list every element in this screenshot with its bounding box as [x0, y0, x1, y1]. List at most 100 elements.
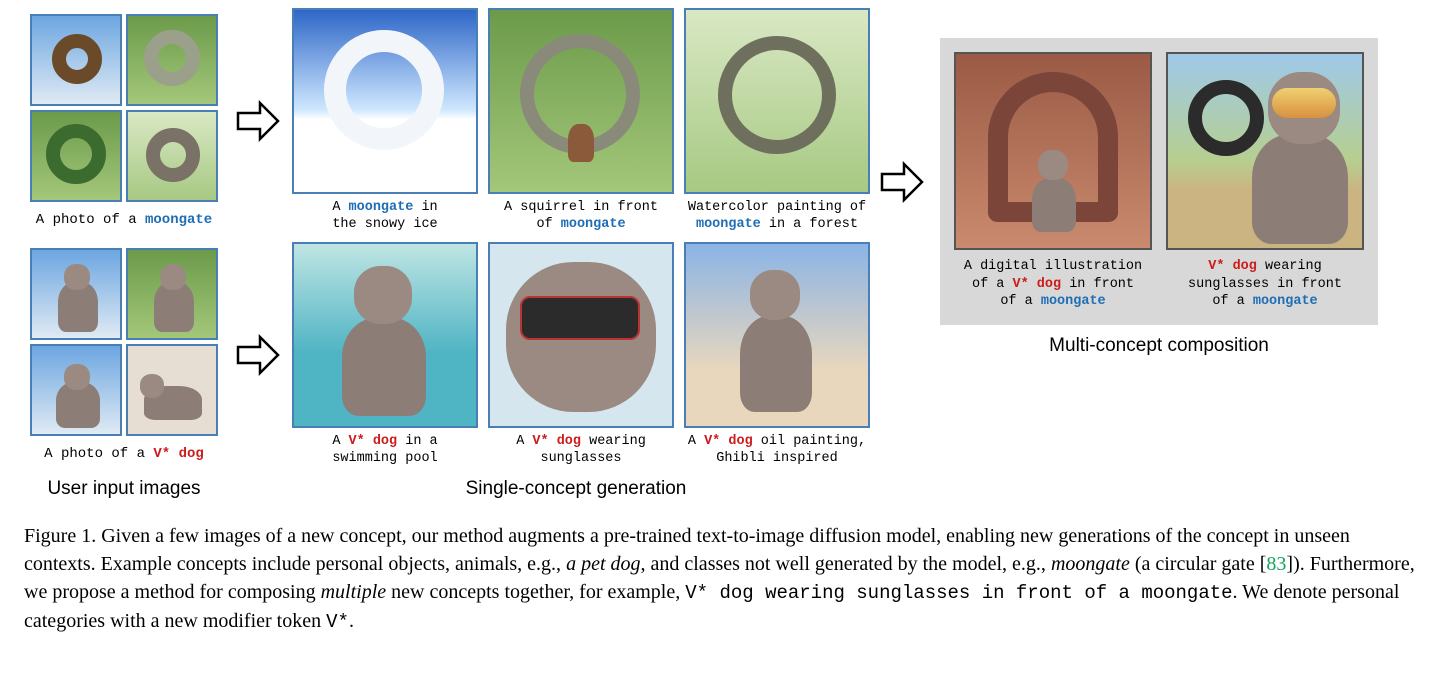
label-single: Single-concept generation	[282, 478, 870, 500]
label-multi: Multi-concept composition	[1049, 335, 1269, 357]
thumb	[30, 110, 122, 202]
multi-image	[954, 52, 1152, 250]
token: V* dog	[704, 434, 753, 449]
caption-mono: V* dog wearing sunglasses in front of a …	[685, 582, 1232, 604]
caption-text: , and classes not well generated by the …	[641, 553, 1051, 575]
gen-image	[684, 242, 870, 428]
gen-item: A V* dog wearing sunglasses	[488, 242, 674, 468]
citation-link[interactable]: 83	[1266, 553, 1286, 575]
gen-item: A V* dog oil painting, Ghibli inspired	[684, 242, 870, 468]
gen-caption: A V* dog oil painting, Ghibli inspired	[688, 434, 866, 468]
gen-caption: A V* dog wearing sunglasses	[516, 434, 646, 468]
token: moongate	[1041, 294, 1106, 309]
input-grid-moongate	[30, 14, 218, 202]
text: swimming pool	[332, 451, 437, 466]
text: A	[332, 200, 348, 215]
figure-body: A photo of a moongate A moongate in the …	[24, 8, 1422, 500]
text: wearing	[1257, 259, 1322, 274]
row-moongate: A photo of a moongate A moongate in the …	[24, 8, 870, 234]
gen-row-moongate: A moongate in the snowy ice A squirrel i…	[292, 8, 870, 234]
gen-item: A V* dog in a swimming pool	[292, 242, 478, 468]
gen-item: A moongate in the snowy ice	[292, 8, 478, 234]
multi-image	[1166, 52, 1364, 250]
label-input: User input images	[24, 478, 224, 500]
arrow-icon	[234, 97, 282, 145]
gen-caption: A squirrel in front of moongate	[504, 200, 658, 234]
text: A photo of a	[44, 446, 153, 462]
gen-image	[488, 8, 674, 194]
multi-caption: V* dog wearing sunglasses in front of a …	[1188, 258, 1342, 311]
multi-item: V* dog wearing sunglasses in front of a …	[1166, 52, 1364, 311]
text: sunglasses	[540, 451, 621, 466]
token: moongate	[561, 217, 626, 232]
multi-box: A digital illustration of a V* dog in fr…	[940, 38, 1378, 325]
thumb	[126, 248, 218, 340]
text: Watercolor painting of	[688, 200, 866, 215]
gen-image	[684, 8, 870, 194]
token: V* dog	[349, 434, 398, 449]
token: moongate	[1253, 294, 1318, 309]
arrow-icon	[878, 158, 926, 206]
caption-italic: a pet dog	[566, 553, 640, 575]
arrow-icon	[234, 331, 282, 379]
multi-item: A digital illustration of a V* dog in fr…	[954, 52, 1152, 311]
text: of a	[972, 277, 1013, 292]
caption-italic: moongate	[1051, 553, 1130, 575]
gen-caption: A V* dog in a swimming pool	[332, 434, 437, 468]
text: in front	[1061, 277, 1134, 292]
token: moongate	[696, 217, 761, 232]
gen-caption: Watercolor painting of moongate in a for…	[688, 200, 866, 234]
thumb	[30, 248, 122, 340]
token: V* dog	[532, 434, 581, 449]
text: oil painting,	[753, 434, 866, 449]
gen-item: Watercolor painting of moongate in a for…	[684, 8, 870, 234]
gen-caption: A moongate in the snowy ice	[332, 200, 437, 234]
text: A	[332, 434, 348, 449]
text: of a	[1000, 294, 1041, 309]
input-moongate: A photo of a moongate	[24, 14, 224, 228]
text: A squirrel in front	[504, 200, 658, 215]
input-caption-moongate: A photo of a moongate	[36, 212, 212, 228]
token: V* dog	[1208, 259, 1257, 274]
gen-image	[292, 8, 478, 194]
text: in	[413, 200, 437, 215]
section-labels-left: User input images Single-concept generat…	[24, 478, 870, 500]
input-caption-dog: A photo of a V* dog	[44, 446, 204, 462]
caption-italic: multiple	[321, 581, 387, 603]
thumb	[126, 110, 218, 202]
caption-text: .	[349, 610, 354, 632]
gen-row-dog: A V* dog in a swimming pool A V* dog wea…	[292, 242, 870, 468]
token-dog: V* dog	[153, 446, 203, 462]
figure-caption: Figure 1. Given a few images of a new co…	[24, 522, 1422, 637]
caption-text: new concepts together, for example,	[386, 581, 685, 603]
text: wearing	[581, 434, 646, 449]
gen-image	[292, 242, 478, 428]
text: A	[688, 434, 704, 449]
left-columns: A photo of a moongate A moongate in the …	[24, 8, 870, 500]
gen-item: A squirrel in front of moongate	[488, 8, 674, 234]
thumb	[126, 14, 218, 106]
caption-text: (a circular gate [	[1130, 553, 1267, 575]
token: V* dog	[1012, 277, 1061, 292]
text: A photo of a	[36, 212, 145, 228]
caption-mono: V*	[326, 611, 349, 633]
input-dog: A photo of a V* dog	[24, 248, 224, 462]
text: the snowy ice	[332, 217, 437, 232]
multi-concept-panel: A digital illustration of a V* dog in fr…	[940, 38, 1378, 357]
caption-lead: Figure 1.	[24, 525, 101, 547]
thumb	[30, 344, 122, 436]
input-grid-dog	[30, 248, 218, 436]
text: sunglasses in front	[1188, 277, 1342, 292]
text: of	[536, 217, 560, 232]
token-moongate: moongate	[145, 212, 212, 228]
gen-image	[488, 242, 674, 428]
text: in a forest	[761, 217, 858, 232]
text: A digital illustration	[964, 259, 1142, 274]
text: of a	[1212, 294, 1253, 309]
text: in a	[397, 434, 438, 449]
thumb	[30, 14, 122, 106]
arrow-to-multi	[878, 158, 926, 206]
multi-caption: A digital illustration of a V* dog in fr…	[964, 258, 1142, 311]
token: moongate	[349, 200, 414, 215]
text: Ghibli inspired	[716, 451, 838, 466]
